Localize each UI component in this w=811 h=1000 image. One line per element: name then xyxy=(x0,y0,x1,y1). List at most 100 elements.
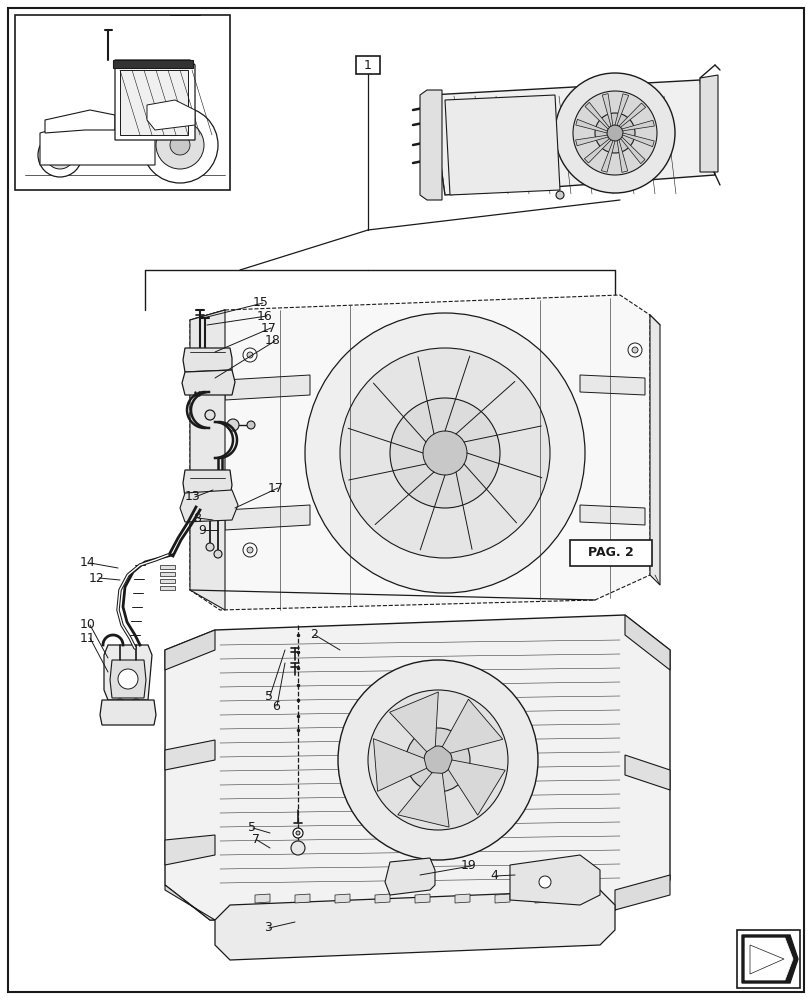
Circle shape xyxy=(631,552,637,558)
Text: 4: 4 xyxy=(489,869,497,882)
Text: 2: 2 xyxy=(310,629,317,642)
Polygon shape xyxy=(165,740,215,770)
Polygon shape xyxy=(255,894,270,903)
Circle shape xyxy=(116,699,124,707)
Circle shape xyxy=(247,352,253,358)
Polygon shape xyxy=(389,692,438,752)
Circle shape xyxy=(156,121,204,169)
Text: 13: 13 xyxy=(185,490,200,504)
Circle shape xyxy=(169,135,190,155)
Circle shape xyxy=(118,669,138,689)
Text: 5: 5 xyxy=(247,821,255,834)
Polygon shape xyxy=(40,120,155,165)
Text: 5: 5 xyxy=(264,690,272,702)
Text: 7: 7 xyxy=(251,833,260,846)
Polygon shape xyxy=(699,75,717,172)
Circle shape xyxy=(539,876,551,888)
Polygon shape xyxy=(749,945,783,974)
Polygon shape xyxy=(225,505,310,530)
Polygon shape xyxy=(109,660,146,698)
Polygon shape xyxy=(624,755,669,790)
Circle shape xyxy=(423,746,452,774)
Text: 16: 16 xyxy=(257,310,272,322)
Circle shape xyxy=(627,343,642,357)
Text: 8: 8 xyxy=(193,512,201,524)
Text: 19: 19 xyxy=(461,859,476,872)
Text: 11: 11 xyxy=(80,632,96,645)
Polygon shape xyxy=(454,894,470,903)
Circle shape xyxy=(406,728,470,792)
Circle shape xyxy=(556,191,564,199)
Text: 12: 12 xyxy=(89,572,105,584)
Circle shape xyxy=(46,141,74,169)
Polygon shape xyxy=(575,135,607,146)
Polygon shape xyxy=(579,375,644,395)
Polygon shape xyxy=(509,855,599,905)
Polygon shape xyxy=(160,586,175,590)
Polygon shape xyxy=(384,858,435,895)
Polygon shape xyxy=(569,894,584,903)
Polygon shape xyxy=(414,894,430,903)
Polygon shape xyxy=(601,141,614,172)
Polygon shape xyxy=(622,133,654,147)
Polygon shape xyxy=(584,139,610,163)
Polygon shape xyxy=(45,110,115,133)
Polygon shape xyxy=(182,370,234,395)
Circle shape xyxy=(340,348,549,558)
Polygon shape xyxy=(375,894,389,903)
Polygon shape xyxy=(495,894,509,903)
Circle shape xyxy=(204,410,215,420)
Circle shape xyxy=(337,660,538,860)
Polygon shape xyxy=(165,885,215,920)
Polygon shape xyxy=(649,315,659,585)
Polygon shape xyxy=(294,894,310,903)
Polygon shape xyxy=(620,137,644,164)
Text: 14: 14 xyxy=(80,556,96,570)
Circle shape xyxy=(423,431,466,475)
Bar xyxy=(355,56,380,74)
Polygon shape xyxy=(618,103,645,127)
Text: 17: 17 xyxy=(268,482,284,494)
Polygon shape xyxy=(113,60,193,68)
Polygon shape xyxy=(430,80,714,195)
Circle shape xyxy=(142,107,217,183)
Polygon shape xyxy=(165,615,669,920)
Circle shape xyxy=(206,543,214,551)
Polygon shape xyxy=(744,938,792,980)
Polygon shape xyxy=(160,579,175,583)
Circle shape xyxy=(305,313,584,593)
Circle shape xyxy=(293,828,303,838)
Polygon shape xyxy=(160,572,175,576)
Polygon shape xyxy=(602,94,612,126)
Circle shape xyxy=(290,841,305,855)
Text: 3: 3 xyxy=(264,921,272,934)
Circle shape xyxy=(214,550,221,558)
Text: 10: 10 xyxy=(80,618,96,632)
Polygon shape xyxy=(584,102,608,129)
Polygon shape xyxy=(373,739,426,791)
Polygon shape xyxy=(444,95,560,195)
Polygon shape xyxy=(190,310,225,610)
Bar xyxy=(736,930,799,988)
Polygon shape xyxy=(215,890,614,960)
Text: 17: 17 xyxy=(260,322,277,334)
Circle shape xyxy=(242,348,257,362)
Circle shape xyxy=(54,149,66,161)
Polygon shape xyxy=(165,835,215,865)
Polygon shape xyxy=(616,140,627,172)
Text: 9: 9 xyxy=(198,524,206,536)
Circle shape xyxy=(242,543,257,557)
Circle shape xyxy=(389,398,500,508)
Circle shape xyxy=(247,547,253,553)
Circle shape xyxy=(367,690,508,830)
Polygon shape xyxy=(160,565,175,569)
Polygon shape xyxy=(335,894,350,903)
Polygon shape xyxy=(104,645,152,700)
Circle shape xyxy=(296,831,299,835)
Polygon shape xyxy=(100,700,156,725)
Polygon shape xyxy=(147,100,195,130)
Polygon shape xyxy=(225,375,310,400)
Text: 1: 1 xyxy=(363,59,371,72)
Circle shape xyxy=(38,133,82,177)
Polygon shape xyxy=(120,70,188,135)
